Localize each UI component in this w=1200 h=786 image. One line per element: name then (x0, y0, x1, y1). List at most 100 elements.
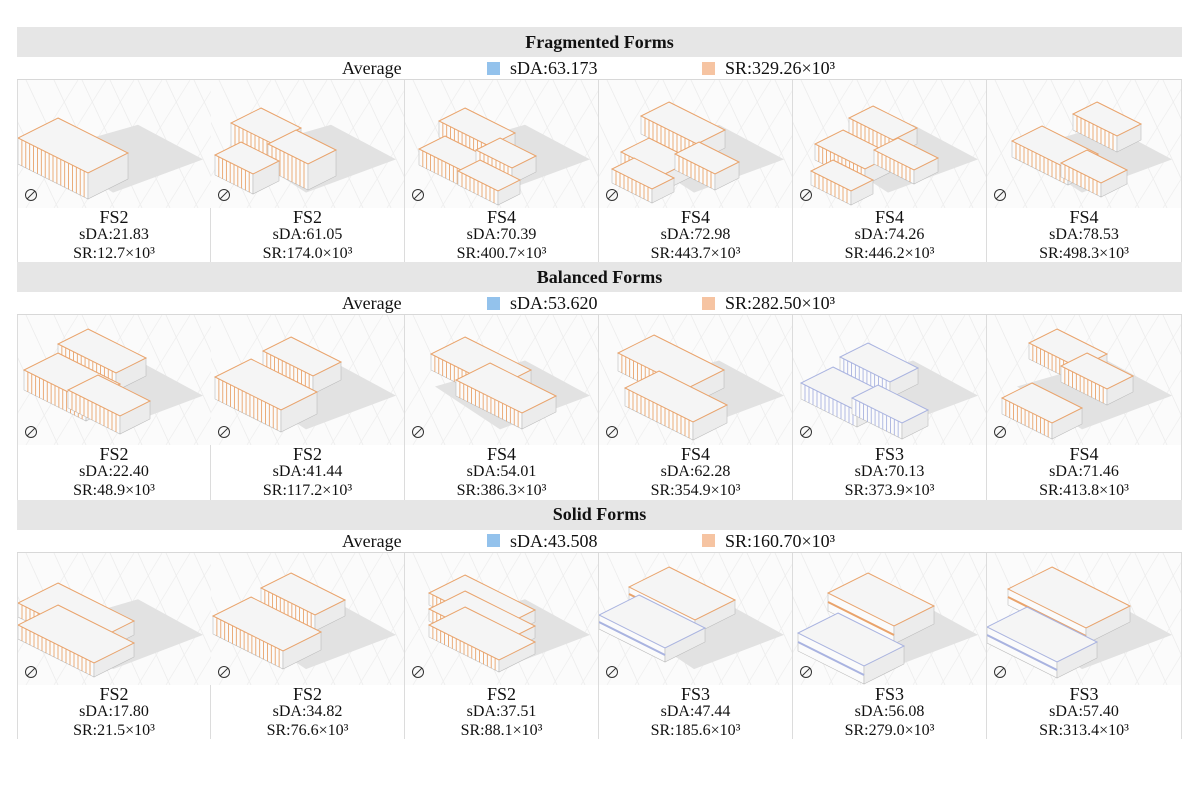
site-line (746, 135, 792, 208)
site-line (599, 315, 660, 414)
average-sda-value: sDA:43.508 (510, 530, 598, 551)
site-line (405, 596, 446, 685)
sr-swatch (702, 61, 715, 75)
building-roof (1000, 382, 1084, 425)
site-line (793, 552, 854, 653)
massing-illustration (987, 80, 1181, 208)
site-line (1162, 315, 1181, 356)
caption-fs: FS3 (680, 683, 711, 704)
sda-swatch (487, 534, 500, 548)
section-title: Balanced Forms (17, 262, 1182, 293)
site-line (599, 357, 640, 446)
building-roof (796, 612, 906, 667)
section-title: Solid Forms (17, 499, 1182, 530)
site-line (405, 80, 466, 177)
caption-fs: FS3 (874, 444, 905, 465)
caption-sda: sDA:54.01 (466, 463, 537, 481)
building-roof (18, 117, 130, 174)
site-line (524, 326, 598, 446)
average-sr: SR:282.50×10³ (702, 292, 835, 314)
site-line (552, 80, 598, 177)
average-sr: SR:160.70×10³ (702, 530, 835, 552)
site-line (1162, 654, 1181, 685)
caption-fs: FS2 (292, 683, 323, 704)
site-line (405, 357, 446, 446)
massing-illustration (18, 80, 211, 208)
caption-sr: SR:174.0×10³ (262, 244, 353, 262)
site-line (987, 357, 1028, 446)
building-roof (623, 370, 729, 424)
building-roof (987, 606, 1099, 663)
caption-fs: FS3 (1069, 683, 1099, 704)
card-caption: FS4 sDA:62.28 SR:354.9×10³ (599, 445, 792, 499)
building-roof (627, 566, 737, 621)
compass-icon (800, 665, 812, 678)
building-roof (813, 129, 895, 170)
site-line (1162, 178, 1181, 208)
caption-sda: sDA:22.40 (79, 463, 149, 481)
site-line (580, 315, 598, 354)
site-line (1162, 415, 1181, 446)
caption-sda: sDA:74.26 (854, 225, 925, 243)
site-line (137, 563, 211, 685)
caption-fs: FS4 (486, 207, 517, 227)
massing-illustration (793, 552, 986, 685)
site-line (774, 417, 792, 446)
compass-icon (218, 665, 230, 678)
site-line (746, 80, 792, 177)
site-line (912, 90, 986, 208)
card-caption: FS4 sDA:70.39 SR:400.7×10³ (405, 208, 598, 262)
site-line (774, 656, 792, 685)
caption-sda: sDA:61.05 (272, 225, 343, 243)
caption-sr: SR:76.6×10³ (266, 721, 349, 739)
form-card: FS4 sDA:78.53 SR:498.3×10³ (987, 80, 1182, 263)
building-roof (850, 384, 930, 425)
section-solid: Solid Forms Average sDA:43.508 SR:160.70… (17, 499, 1182, 740)
site-line (580, 552, 598, 592)
building-roof (213, 141, 281, 175)
average-sda: sDA:43.508 (487, 530, 598, 552)
average-row: Average sDA:63.173 SR:329.26×10³ (17, 57, 1182, 79)
card-caption: FS2 sDA:22.40 SR:48.9×10³ (18, 445, 210, 499)
average-sr: SR:329.26×10³ (702, 57, 835, 79)
building-roof (599, 594, 707, 649)
site-line (193, 552, 211, 592)
building-roof (266, 129, 338, 165)
site-line (968, 552, 986, 592)
site-line (193, 656, 211, 685)
site-line (774, 552, 792, 592)
caption-sda: sDA:37.51 (466, 702, 537, 720)
average-row: Average sDA:43.508 SR:160.70×10³ (17, 530, 1182, 552)
average-row: Average sDA:53.620 SR:282.50×10³ (17, 292, 1182, 314)
massing-illustration (18, 315, 211, 446)
form-card: FS2 sDA:21.83 SR:12.7×10³ (17, 80, 211, 263)
site-line (386, 656, 404, 685)
site-line (386, 417, 404, 446)
card-caption: FS2 sDA:41.44 SR:117.2×10³ (211, 445, 404, 499)
building-roof (1059, 352, 1135, 391)
site-line (330, 563, 404, 685)
caption-fs: FS2 (292, 207, 323, 227)
form-card: FS3 sDA:56.08 SR:279.0×10³ (793, 552, 987, 740)
building-roof (1059, 149, 1129, 184)
site-line (940, 609, 986, 685)
site-line (137, 90, 211, 208)
site-line (358, 135, 404, 208)
caption-sr: SR:117.2×10³ (262, 482, 353, 500)
caption-sda: sDA:21.83 (79, 225, 149, 243)
massing-illustration (405, 315, 598, 446)
massing-illustration (599, 552, 792, 685)
site-line (1106, 324, 1181, 446)
caption-sr: SR:373.9×10³ (844, 482, 935, 500)
compass-icon (800, 426, 812, 439)
card-row: FS2 sDA:17.80 SR:21.5×10³ FS2 sDA:34.82 SR:7… (17, 551, 1182, 740)
site-line (987, 315, 1048, 414)
site-line (793, 357, 834, 446)
site-line (330, 326, 404, 446)
site-line (1134, 608, 1181, 685)
caption-sda: sDA:17.80 (79, 702, 149, 720)
form-card: FS4 sDA:62.28 SR:354.9×10³ (599, 315, 793, 500)
building-roof (427, 606, 537, 661)
compass-icon (412, 665, 424, 678)
form-card: FS2 sDA:37.51 SR:88.1×10³ (405, 552, 599, 740)
